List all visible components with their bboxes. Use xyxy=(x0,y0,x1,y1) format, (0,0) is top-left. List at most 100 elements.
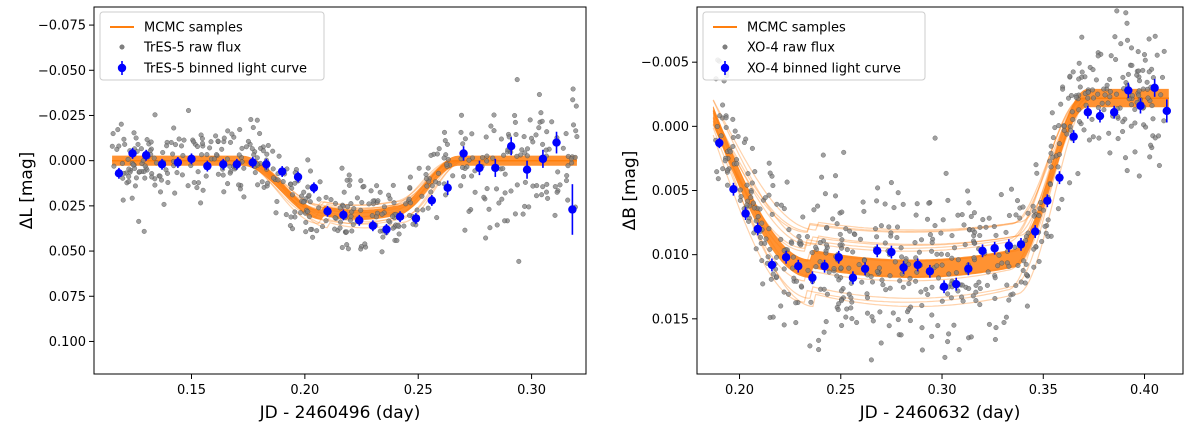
binned-point xyxy=(834,253,843,262)
raw-flux-point xyxy=(951,322,957,328)
raw-flux-point xyxy=(749,180,755,186)
raw-flux-point xyxy=(136,169,142,175)
raw-flux-point xyxy=(929,333,935,339)
raw-flux-point xyxy=(723,124,729,131)
raw-flux-point xyxy=(1132,106,1138,113)
raw-flux-point xyxy=(305,209,311,215)
raw-flux-point xyxy=(300,199,306,205)
raw-flux-point xyxy=(1013,212,1019,218)
raw-flux-point xyxy=(416,165,422,171)
raw-flux-point xyxy=(781,322,787,328)
raw-flux-point xyxy=(986,321,992,327)
raw-flux-point xyxy=(521,134,527,140)
raw-flux-point xyxy=(951,245,958,251)
raw-flux-point xyxy=(275,177,281,183)
raw-flux-point xyxy=(952,375,957,380)
raw-flux-point xyxy=(494,222,500,228)
raw-flux-point xyxy=(914,201,920,207)
raw-flux-point xyxy=(237,126,243,133)
raw-flux-point xyxy=(122,141,128,147)
raw-flux-point xyxy=(1075,171,1081,177)
raw-flux-point xyxy=(458,112,465,118)
raw-flux-point xyxy=(1113,91,1120,97)
raw-flux-point xyxy=(544,181,550,187)
raw-flux-point xyxy=(1006,297,1012,303)
raw-flux-point xyxy=(1159,74,1166,80)
raw-flux-point xyxy=(973,289,979,295)
binned-point xyxy=(964,264,973,273)
binned-point xyxy=(990,244,999,253)
right-panel-xo4: 0.20 0.25 0.30 0.35 0.40 −0.005 0.000 0.005 0.01… xyxy=(620,6,1184,423)
y-tick-label: 0.000 xyxy=(49,154,86,169)
raw-flux-point xyxy=(544,129,550,135)
raw-flux-point xyxy=(130,162,136,168)
raw-flux-point xyxy=(831,265,837,272)
raw-flux-point xyxy=(1135,49,1141,55)
raw-flux-point xyxy=(722,158,728,164)
raw-flux-point xyxy=(1050,135,1056,141)
raw-flux-point xyxy=(1099,100,1105,106)
raw-flux-point xyxy=(530,139,536,145)
raw-flux-point xyxy=(1114,8,1120,14)
raw-flux-point xyxy=(554,189,560,195)
raw-flux-point xyxy=(1144,79,1150,85)
raw-flux-point xyxy=(816,347,822,353)
raw-flux-point xyxy=(939,262,945,268)
raw-flux-point xyxy=(826,269,832,275)
raw-flux-point xyxy=(925,291,931,298)
binned-point xyxy=(157,160,167,169)
binned-point xyxy=(729,185,738,194)
raw-flux-point xyxy=(570,122,577,128)
raw-flux-point xyxy=(923,286,929,292)
raw-flux-point xyxy=(303,229,309,235)
raw-flux-point xyxy=(484,186,490,192)
raw-flux-point xyxy=(1120,128,1126,135)
raw-flux-point xyxy=(980,217,986,223)
raw-flux-point xyxy=(204,152,210,158)
raw-flux-point xyxy=(251,152,257,158)
legend-label-mcmc: MCMC samples xyxy=(747,21,846,36)
raw-flux-point xyxy=(823,319,829,325)
raw-flux-point xyxy=(560,145,566,151)
raw-flux-point xyxy=(1085,95,1091,101)
raw-flux-point xyxy=(332,215,338,221)
raw-flux-point xyxy=(962,242,968,248)
raw-flux-point xyxy=(1145,95,1151,101)
raw-flux-point xyxy=(1070,69,1076,75)
raw-flux-point xyxy=(786,227,792,233)
raw-flux-point xyxy=(894,224,901,230)
raw-flux-point xyxy=(429,183,435,189)
raw-flux-point xyxy=(350,221,356,228)
y-tick-label: −0.050 xyxy=(38,64,86,79)
raw-flux-point xyxy=(919,325,925,331)
raw-flux-point xyxy=(533,193,540,199)
raw-flux-point xyxy=(199,140,206,146)
raw-flux-point xyxy=(750,200,756,206)
binned-point xyxy=(1069,132,1078,141)
raw-flux-point xyxy=(766,226,772,232)
raw-flux-point xyxy=(813,264,819,270)
legend: MCMC samples TrES-5 raw flux TrES-5 binned… xyxy=(99,11,325,81)
raw-flux-point xyxy=(361,183,367,189)
raw-flux-point xyxy=(872,226,879,232)
raw-flux-point xyxy=(938,251,944,257)
raw-flux-point xyxy=(462,136,468,142)
raw-flux-point xyxy=(759,220,765,226)
raw-flux-point xyxy=(773,274,780,280)
raw-flux-point xyxy=(1143,124,1149,130)
raw-flux-point xyxy=(395,222,401,228)
binned-point xyxy=(506,142,516,151)
raw-flux-point xyxy=(519,147,525,153)
raw-flux-point xyxy=(292,209,298,215)
y-tick-label: 0.000 xyxy=(652,120,689,135)
raw-flux-point xyxy=(368,188,374,194)
raw-flux-point xyxy=(1152,33,1158,39)
raw-flux-point xyxy=(539,118,545,124)
raw-flux-point xyxy=(227,163,233,169)
raw-flux-point xyxy=(1056,151,1062,158)
raw-flux-point xyxy=(1106,130,1112,136)
raw-flux-point xyxy=(538,110,544,116)
raw-flux-point xyxy=(924,216,931,222)
raw-flux-point xyxy=(1079,34,1085,40)
